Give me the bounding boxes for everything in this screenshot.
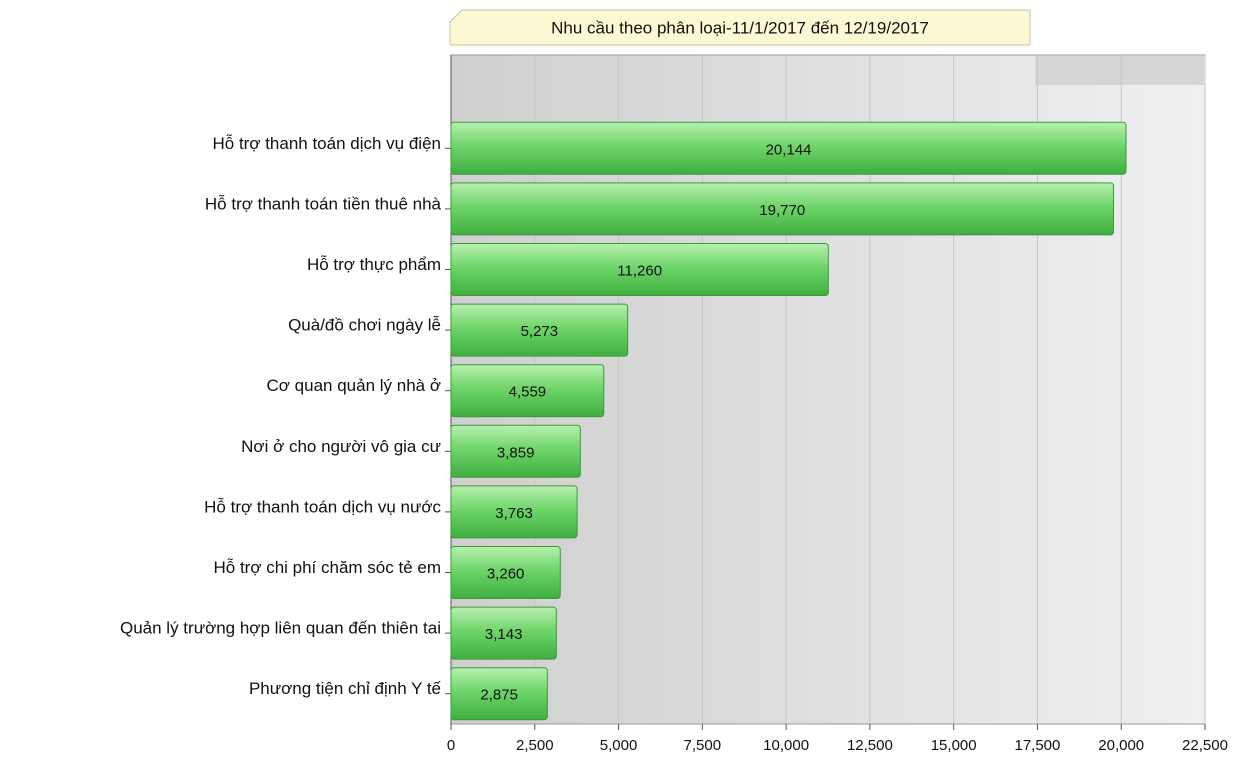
bar bbox=[450, 485, 578, 539]
y-tick-label: Hỗ trợ chi phí chăm sóc tẻ em bbox=[213, 558, 441, 577]
x-tick-label: 7,500 bbox=[684, 737, 722, 754]
bar bbox=[450, 667, 548, 721]
bar bbox=[450, 424, 581, 478]
y-tick-label: Nơi ở cho người vô gia cư bbox=[241, 437, 441, 456]
x-tick-label: 2,500 bbox=[516, 737, 554, 754]
y-tick-label: Quản lý trường hợp liên quan đến thiên t… bbox=[120, 619, 441, 638]
bar bbox=[450, 303, 629, 357]
title-tab bbox=[449, 9, 1031, 46]
header-strip bbox=[1035, 56, 1204, 85]
value-label: 3,859 bbox=[497, 444, 535, 461]
x-tick-label: 22,500 bbox=[1182, 737, 1228, 754]
x-tick-label: 20,000 bbox=[1098, 737, 1144, 754]
value-label: 3,260 bbox=[487, 565, 525, 582]
bar bbox=[450, 606, 557, 660]
value-label: 3,143 bbox=[485, 626, 523, 643]
bar bbox=[450, 364, 605, 418]
x-tick-label: 12,500 bbox=[847, 737, 893, 754]
value-label: 19,770 bbox=[759, 202, 805, 219]
x-tick-label: 15,000 bbox=[931, 737, 977, 754]
bar bbox=[450, 243, 829, 296]
y-tick-label: Hỗ trợ thanh toán dịch vụ nước bbox=[204, 497, 441, 516]
y-tick-label: Phương tiện chỉ định Y tế bbox=[249, 679, 442, 698]
y-tick-label: Quà/đồ chơi ngày lễ bbox=[288, 316, 441, 335]
x-tick-label: 5,000 bbox=[600, 737, 638, 754]
x-tick-label: 10,000 bbox=[763, 737, 809, 754]
bar bbox=[450, 121, 1127, 175]
y-tick-label: Hỗ trợ thanh toán tiền thuê nhà bbox=[205, 194, 442, 213]
y-tick-label: Hỗ trợ thanh toán dịch vụ điện bbox=[212, 134, 441, 153]
value-label: 3,763 bbox=[495, 505, 533, 522]
y-tick-label: Hỗ trợ thực phẩm bbox=[307, 255, 441, 274]
value-label: 11,260 bbox=[617, 262, 662, 279]
value-label: 5,273 bbox=[521, 323, 559, 340]
value-label: 4,559 bbox=[509, 384, 547, 401]
bar bbox=[450, 182, 1115, 236]
x-tick-label: 17,500 bbox=[1014, 737, 1060, 754]
value-label: 20,144 bbox=[766, 141, 812, 158]
y-tick-label: Cơ quan quản lý nhà ở bbox=[267, 376, 441, 395]
chart-title: Nhu cầu theo phân loại-11/1/2017 đến 12/… bbox=[551, 18, 929, 37]
bar bbox=[450, 546, 561, 599]
value-label: 2,875 bbox=[480, 687, 518, 704]
x-tick-label: 0 bbox=[447, 737, 455, 754]
